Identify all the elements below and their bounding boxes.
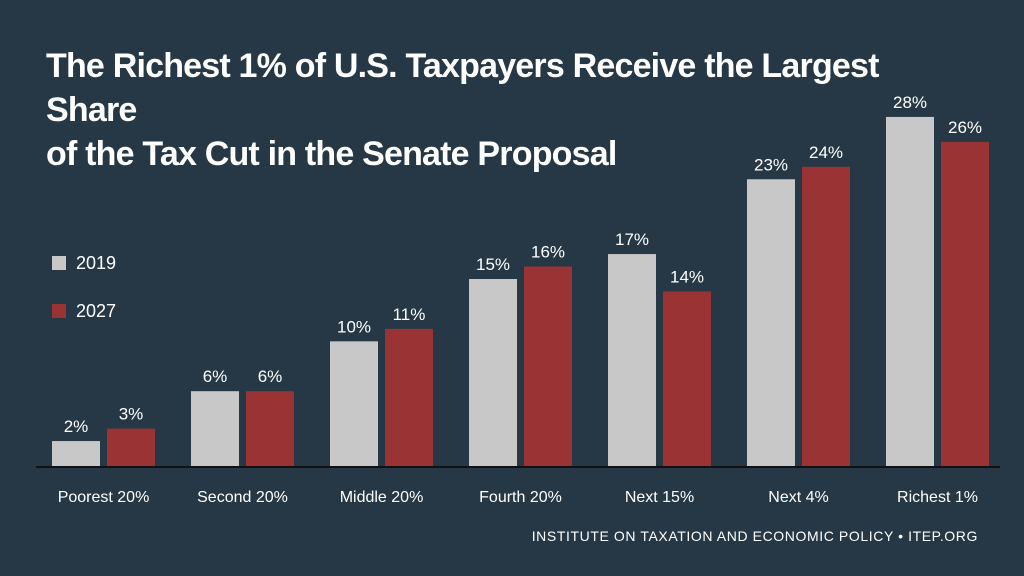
bar-next-4pct-2019: [747, 179, 795, 466]
legend-swatch-2019: [52, 256, 66, 270]
data-label-next-4pct-2019: 23%: [754, 155, 788, 174]
bar-poorest-20pct-2019: [52, 441, 100, 466]
bar-second-20pct-2019: [191, 391, 239, 466]
bar-fourth-20pct-2019: [469, 279, 517, 466]
x-tick-label-fourth-20pct: Fourth 20%: [479, 489, 562, 506]
chart-title-line-2: of the Tax Cut in the Senate Proposal: [46, 135, 617, 173]
data-label-second-20pct-2019: 6%: [203, 367, 228, 386]
x-tick-label-next-4pct: Next 4%: [768, 489, 828, 506]
bar-next-15pct-2027: [663, 291, 711, 466]
bar-richest-1pct-2019: [886, 116, 934, 466]
bar-second-20pct-2027: [246, 391, 294, 466]
chart-title: The Richest 1% of U.S. Taxpayers Receive…: [46, 44, 946, 176]
chart-legend: 2019 2027: [52, 250, 172, 346]
legend-label-2019: 2019: [76, 252, 117, 273]
bar-poorest-20pct-2027: [107, 428, 155, 466]
data-label-next-15pct-2019: 17%: [615, 230, 649, 249]
chart-title-line-1: The Richest 1% of U.S. Taxpayers Receive…: [46, 47, 879, 129]
legend-item-2027: 2027: [52, 298, 172, 324]
data-label-middle-20pct-2027: 11%: [393, 305, 426, 324]
bar-richest-1pct-2027: [941, 141, 989, 466]
legend-swatch-2027: [52, 304, 66, 318]
bar-middle-20pct-2019: [330, 341, 378, 466]
data-label-richest-1pct-2019: 28%: [893, 93, 927, 112]
data-label-fourth-20pct-2019: 15%: [476, 255, 510, 274]
data-label-second-20pct-2027: 6%: [258, 367, 283, 386]
source-credit: INSTITUTE ON TAXATION AND ECONOMIC POLIC…: [531, 528, 978, 544]
data-label-richest-1pct-2027: 26%: [948, 118, 982, 137]
bar-middle-20pct-2027: [385, 328, 433, 466]
x-tick-label-next-15pct: Next 15%: [625, 489, 694, 506]
data-label-fourth-20pct-2027: 16%: [531, 243, 565, 262]
legend-item-2019: 2019: [52, 250, 172, 276]
x-tick-label-poorest-20pct: Poorest 20%: [58, 489, 150, 506]
x-tick-label-second-20pct: Second 20%: [197, 489, 288, 506]
data-label-middle-20pct-2019: 10%: [337, 317, 371, 336]
data-label-poorest-20pct-2027: 3%: [119, 405, 144, 424]
bar-next-4pct-2027: [802, 166, 850, 467]
data-label-poorest-20pct-2019: 2%: [64, 417, 89, 436]
data-label-next-4pct-2027: 24%: [809, 143, 843, 162]
bar-fourth-20pct-2027: [524, 266, 572, 466]
bar-next-15pct-2019: [608, 254, 656, 466]
data-label-next-15pct-2027: 14%: [670, 267, 704, 286]
x-tick-label-middle-20pct: Middle 20%: [340, 489, 424, 506]
x-tick-label-richest-1pct: Richest 1%: [897, 489, 978, 506]
legend-label-2027: 2027: [76, 300, 117, 321]
